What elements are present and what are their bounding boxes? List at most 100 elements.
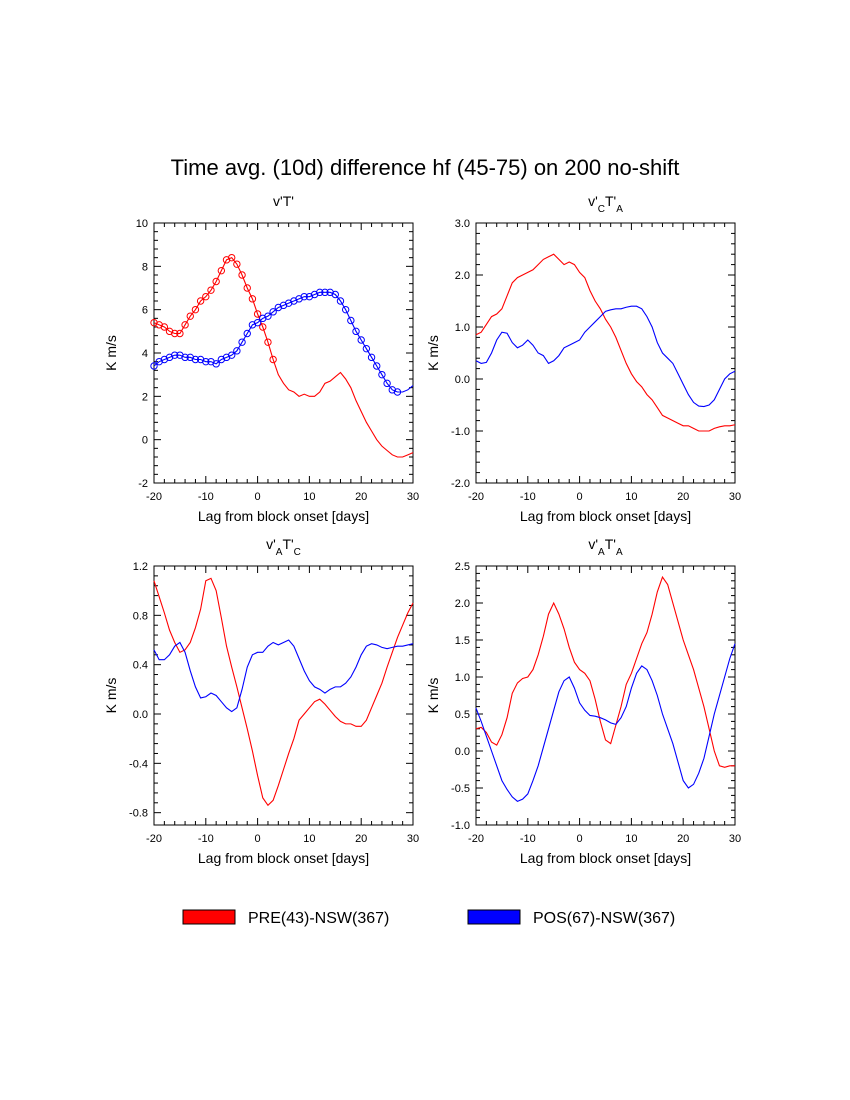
panel-title: v'AT'A <box>588 536 623 558</box>
chart-panel-3: -20 -10 0 10 20 30 -0.8 -0.4 0.0 0.4 0.8 1.2 Lag fro… <box>103 536 419 866</box>
plot-frame <box>153 222 414 484</box>
legend-swatch-pos <box>467 909 521 925</box>
y-axis-label: K m/s <box>425 335 441 371</box>
series-marker-pre <box>269 355 277 364</box>
series-marker-pre <box>196 297 205 305</box>
y-tick-label: 4 <box>142 348 148 360</box>
y-tick-label: 1.0 <box>455 322 470 334</box>
series-marker-pre <box>243 284 251 292</box>
panel-title: v'AT'C <box>266 536 301 558</box>
series-marker-pos <box>191 355 200 364</box>
x-tick-label: 0 <box>577 833 583 845</box>
x-axis-label: Lag from block onset [days] <box>198 508 369 524</box>
y-axis-label: K m/s <box>103 335 119 371</box>
series-marker-pre <box>217 266 226 275</box>
series-marker-pos <box>383 379 391 388</box>
series-marker-pre <box>202 292 210 301</box>
series-marker-pos <box>357 336 365 344</box>
series-marker-pre <box>228 253 236 262</box>
y-tick-label: 2.0 <box>455 598 470 610</box>
y-tick-label: -0.5 <box>451 783 470 795</box>
series-marker-pre <box>160 323 169 331</box>
x-tick-label: -20 <box>468 833 484 845</box>
series-marker-pos <box>373 362 381 370</box>
y-tick-label: 8 <box>142 261 148 273</box>
x-axis-label: Lag from block onset [days] <box>520 508 691 524</box>
x-tick-label: 30 <box>407 833 419 845</box>
y-tick-label: -2.0 <box>451 478 470 490</box>
series-marker-pos <box>228 351 236 359</box>
x-axis-label: Lag from block onset [days] <box>520 850 691 866</box>
y-tick-label: 3.0 <box>455 218 470 230</box>
series-marker-pos <box>233 347 241 355</box>
x-tick-label: -20 <box>146 833 162 845</box>
legend: PRE(43)-NSW(367) POS(67)-NSW(367) <box>182 909 675 927</box>
series-line-pre <box>475 575 735 768</box>
series-line-pre <box>475 253 736 432</box>
series-marker-pre <box>191 305 200 314</box>
series-marker-pos <box>341 305 350 314</box>
y-tick-label: -2 <box>138 478 148 490</box>
chart-panel-2: -20 -10 0 10 20 30 -2.0 -1.0 0.0 1.0 2.0 3.0 Lag fro… <box>425 193 741 524</box>
legend-swatch-pre <box>182 909 236 925</box>
x-tick-label: 20 <box>677 833 689 845</box>
x-tick-label: 30 <box>729 833 741 845</box>
legend-label-pos: POS(67)-NSW(367) <box>533 910 675 927</box>
series-marker-pre <box>176 329 184 338</box>
series-marker-pos <box>181 353 189 362</box>
plot-frame <box>475 565 736 826</box>
series-marker-pos <box>347 316 355 325</box>
series-marker-pre <box>181 321 189 329</box>
y-tick-label: 0.0 <box>455 746 470 758</box>
y-tick-label: 0.4 <box>133 660 148 672</box>
y-tick-label: 0 <box>142 435 148 447</box>
series-marker-pre <box>207 286 215 294</box>
series-marker-pos <box>150 362 158 370</box>
x-axis-label: Lag from block onset [days] <box>198 850 369 866</box>
series-marker-pos <box>362 344 371 353</box>
y-tick-label: -0.8 <box>129 808 148 820</box>
series-line-pos <box>475 305 736 408</box>
y-tick-label: 2.0 <box>455 270 470 282</box>
x-tick-label: 10 <box>303 491 315 503</box>
series-marker-pre <box>253 310 262 318</box>
x-tick-label: 10 <box>625 491 637 503</box>
x-tick-label: -20 <box>146 491 162 503</box>
y-tick-label: 1.2 <box>133 561 148 573</box>
y-tick-label: 2 <box>142 391 148 403</box>
y-tick-label: 0.5 <box>455 709 470 721</box>
main-title: Time avg. (10d) difference hf (45-75) on… <box>171 155 680 180</box>
series-marker-pre <box>233 260 241 268</box>
y-tick-label: 6 <box>142 305 148 317</box>
series-line-pos <box>153 639 414 713</box>
x-tick-label: -10 <box>198 833 214 845</box>
x-tick-label: -10 <box>520 491 536 503</box>
series-marker-pos <box>352 327 360 336</box>
series-marker-pos <box>202 357 210 366</box>
y-tick-label: 0.0 <box>133 709 148 721</box>
x-tick-label: 20 <box>677 491 689 503</box>
panel-title: v'CT'A <box>588 193 623 215</box>
y-axis-label: K m/s <box>425 678 441 714</box>
series-marker-pos <box>331 290 339 299</box>
x-tick-label: 30 <box>729 491 741 503</box>
series-marker-pre <box>212 277 220 286</box>
y-tick-label: -0.4 <box>129 758 148 770</box>
legend-label-pre: PRE(43)-NSW(367) <box>248 910 389 927</box>
series-marker-pre <box>186 312 194 320</box>
x-tick-label: -10 <box>198 491 214 503</box>
series-marker-pos <box>243 329 251 338</box>
x-tick-label: 30 <box>407 491 419 503</box>
series-marker-pos <box>171 351 179 359</box>
series-marker-pos <box>269 308 277 316</box>
series-marker-pre <box>238 271 246 279</box>
x-tick-label: 10 <box>625 833 637 845</box>
series-marker-pre <box>259 323 267 331</box>
x-tick-label: 10 <box>303 833 315 845</box>
series-marker-pos <box>300 292 308 301</box>
y-tick-label: 2.5 <box>455 561 470 573</box>
x-tick-label: 20 <box>355 833 367 845</box>
series-marker-pos <box>321 288 329 297</box>
panel-title: v'T' <box>273 193 294 209</box>
